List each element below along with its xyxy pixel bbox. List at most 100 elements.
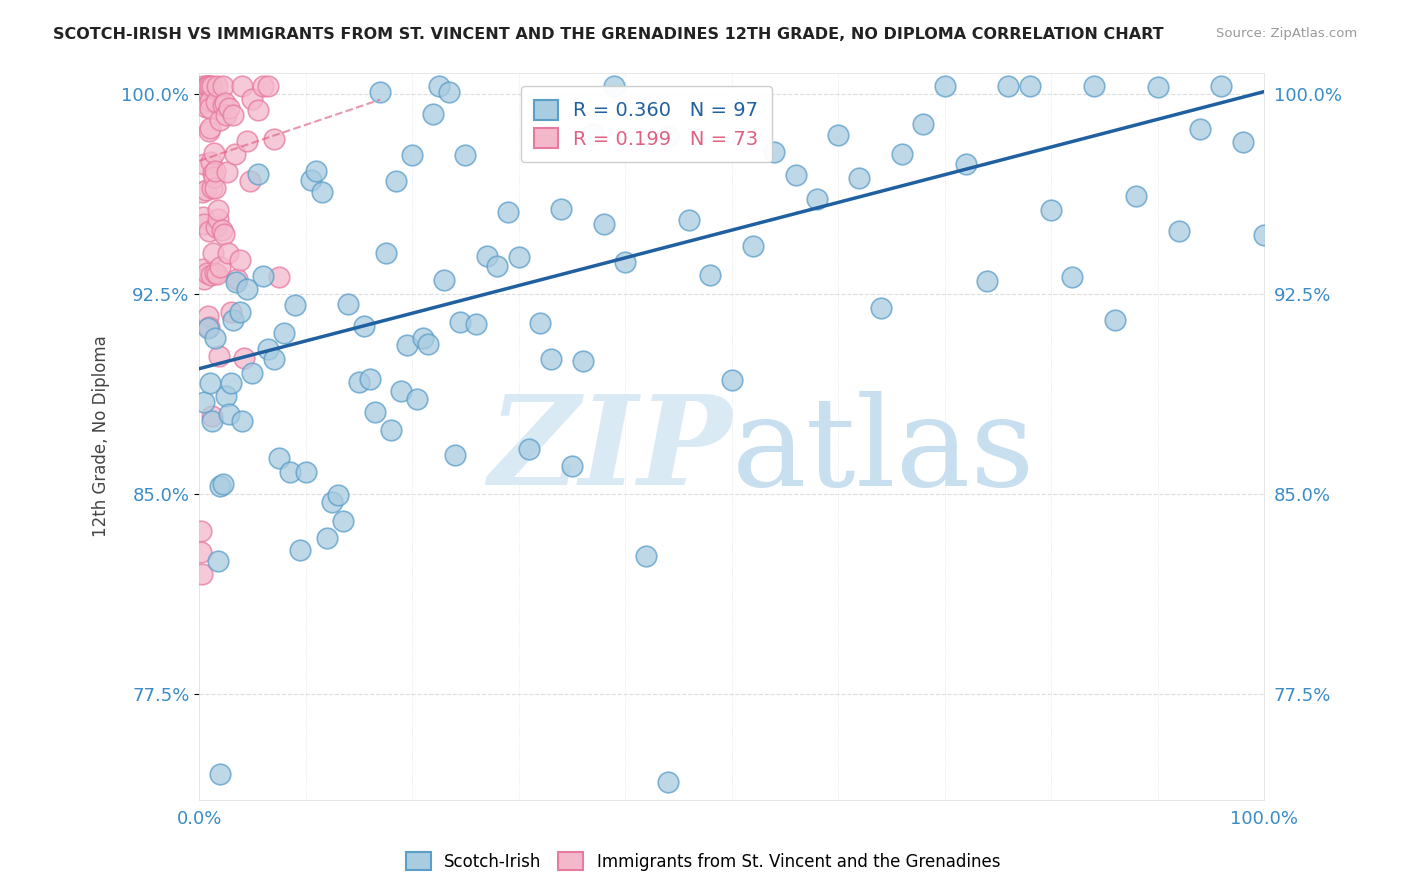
- Point: [218, 101, 240, 115]
- Point: [427, 79, 450, 94]
- Legend: Scotch-Irish, Immigrants from St. Vincent and the Grenadines: Scotch-Irish, Immigrants from St. Vincen…: [398, 844, 1008, 880]
- Point: [201, 415, 224, 429]
- Point: [197, 79, 219, 94]
- Point: [976, 274, 998, 288]
- Point: [200, 268, 222, 282]
- Point: [228, 305, 250, 319]
- Point: [454, 148, 477, 162]
- Point: [1167, 224, 1189, 238]
- Point: [252, 268, 274, 283]
- Point: [1146, 80, 1168, 95]
- Point: [209, 113, 232, 128]
- Point: [207, 79, 229, 94]
- Point: [359, 372, 381, 386]
- Point: [449, 315, 471, 329]
- Point: [1253, 228, 1275, 243]
- Point: [374, 245, 396, 260]
- Point: [827, 128, 849, 142]
- Point: [231, 79, 253, 94]
- Point: [1040, 202, 1063, 217]
- Point: [406, 392, 429, 407]
- Point: [294, 465, 316, 479]
- Point: [1189, 122, 1212, 136]
- Point: [195, 266, 218, 280]
- Point: [263, 132, 285, 146]
- Point: [204, 181, 226, 195]
- Point: [891, 147, 914, 161]
- Point: [195, 79, 218, 94]
- Point: [422, 107, 444, 121]
- Point: [211, 477, 233, 491]
- Point: [217, 246, 239, 260]
- Point: [212, 227, 235, 241]
- Point: [603, 79, 626, 94]
- Point: [806, 192, 828, 206]
- Point: [197, 223, 219, 237]
- Point: [204, 331, 226, 345]
- Point: [209, 479, 232, 493]
- Point: [193, 395, 215, 409]
- Point: [997, 79, 1019, 94]
- Point: [242, 366, 264, 380]
- Point: [416, 336, 439, 351]
- Point: [239, 174, 262, 188]
- Point: [742, 238, 765, 252]
- Point: [1232, 136, 1254, 150]
- Text: SCOTCH-IRISH VS IMMIGRANTS FROM ST. VINCENT AND THE GRENADINES 12TH GRADE, NO DI: SCOTCH-IRISH VS IMMIGRANTS FROM ST. VINC…: [53, 27, 1164, 42]
- Point: [299, 173, 322, 187]
- Point: [194, 83, 217, 97]
- Point: [193, 210, 215, 224]
- Point: [290, 543, 312, 558]
- Legend: R = 0.360   N = 97, R = 0.199   N = 73: R = 0.360 N = 97, R = 0.199 N = 73: [520, 87, 772, 162]
- Point: [202, 145, 225, 160]
- Point: [592, 217, 614, 231]
- Point: [207, 267, 229, 281]
- Point: [678, 212, 700, 227]
- Point: [720, 373, 742, 387]
- Point: [934, 79, 956, 94]
- Point: [311, 186, 333, 200]
- Point: [205, 95, 228, 109]
- Point: [353, 318, 375, 333]
- Point: [529, 316, 551, 330]
- Point: [582, 127, 605, 141]
- Point: [222, 108, 245, 122]
- Point: [204, 266, 226, 280]
- Point: [550, 202, 572, 216]
- Point: [763, 145, 786, 160]
- Point: [222, 313, 245, 327]
- Point: [198, 79, 221, 94]
- Text: atlas: atlas: [731, 391, 1035, 512]
- Point: [1104, 313, 1126, 327]
- Point: [305, 163, 328, 178]
- Point: [218, 407, 240, 421]
- Point: [246, 168, 269, 182]
- Point: [207, 211, 229, 226]
- Point: [326, 488, 349, 502]
- Point: [236, 282, 259, 296]
- Point: [193, 79, 215, 94]
- Point: [232, 351, 254, 365]
- Point: [433, 273, 456, 287]
- Point: [614, 255, 637, 269]
- Point: [197, 321, 219, 335]
- Point: [517, 442, 540, 456]
- Point: [197, 310, 219, 324]
- Point: [486, 259, 509, 273]
- Text: Source: ZipAtlas.com: Source: ZipAtlas.com: [1216, 27, 1357, 40]
- Point: [443, 448, 465, 462]
- Point: [194, 183, 217, 197]
- Text: ZIP: ZIP: [488, 391, 731, 512]
- Point: [699, 268, 721, 282]
- Point: [204, 163, 226, 178]
- Point: [496, 205, 519, 219]
- Point: [215, 165, 238, 179]
- Point: [198, 376, 221, 391]
- Point: [193, 261, 215, 276]
- Point: [219, 376, 242, 390]
- Point: [198, 102, 221, 116]
- Point: [364, 405, 387, 419]
- Point: [208, 349, 231, 363]
- Point: [412, 331, 434, 345]
- Point: [1018, 79, 1040, 94]
